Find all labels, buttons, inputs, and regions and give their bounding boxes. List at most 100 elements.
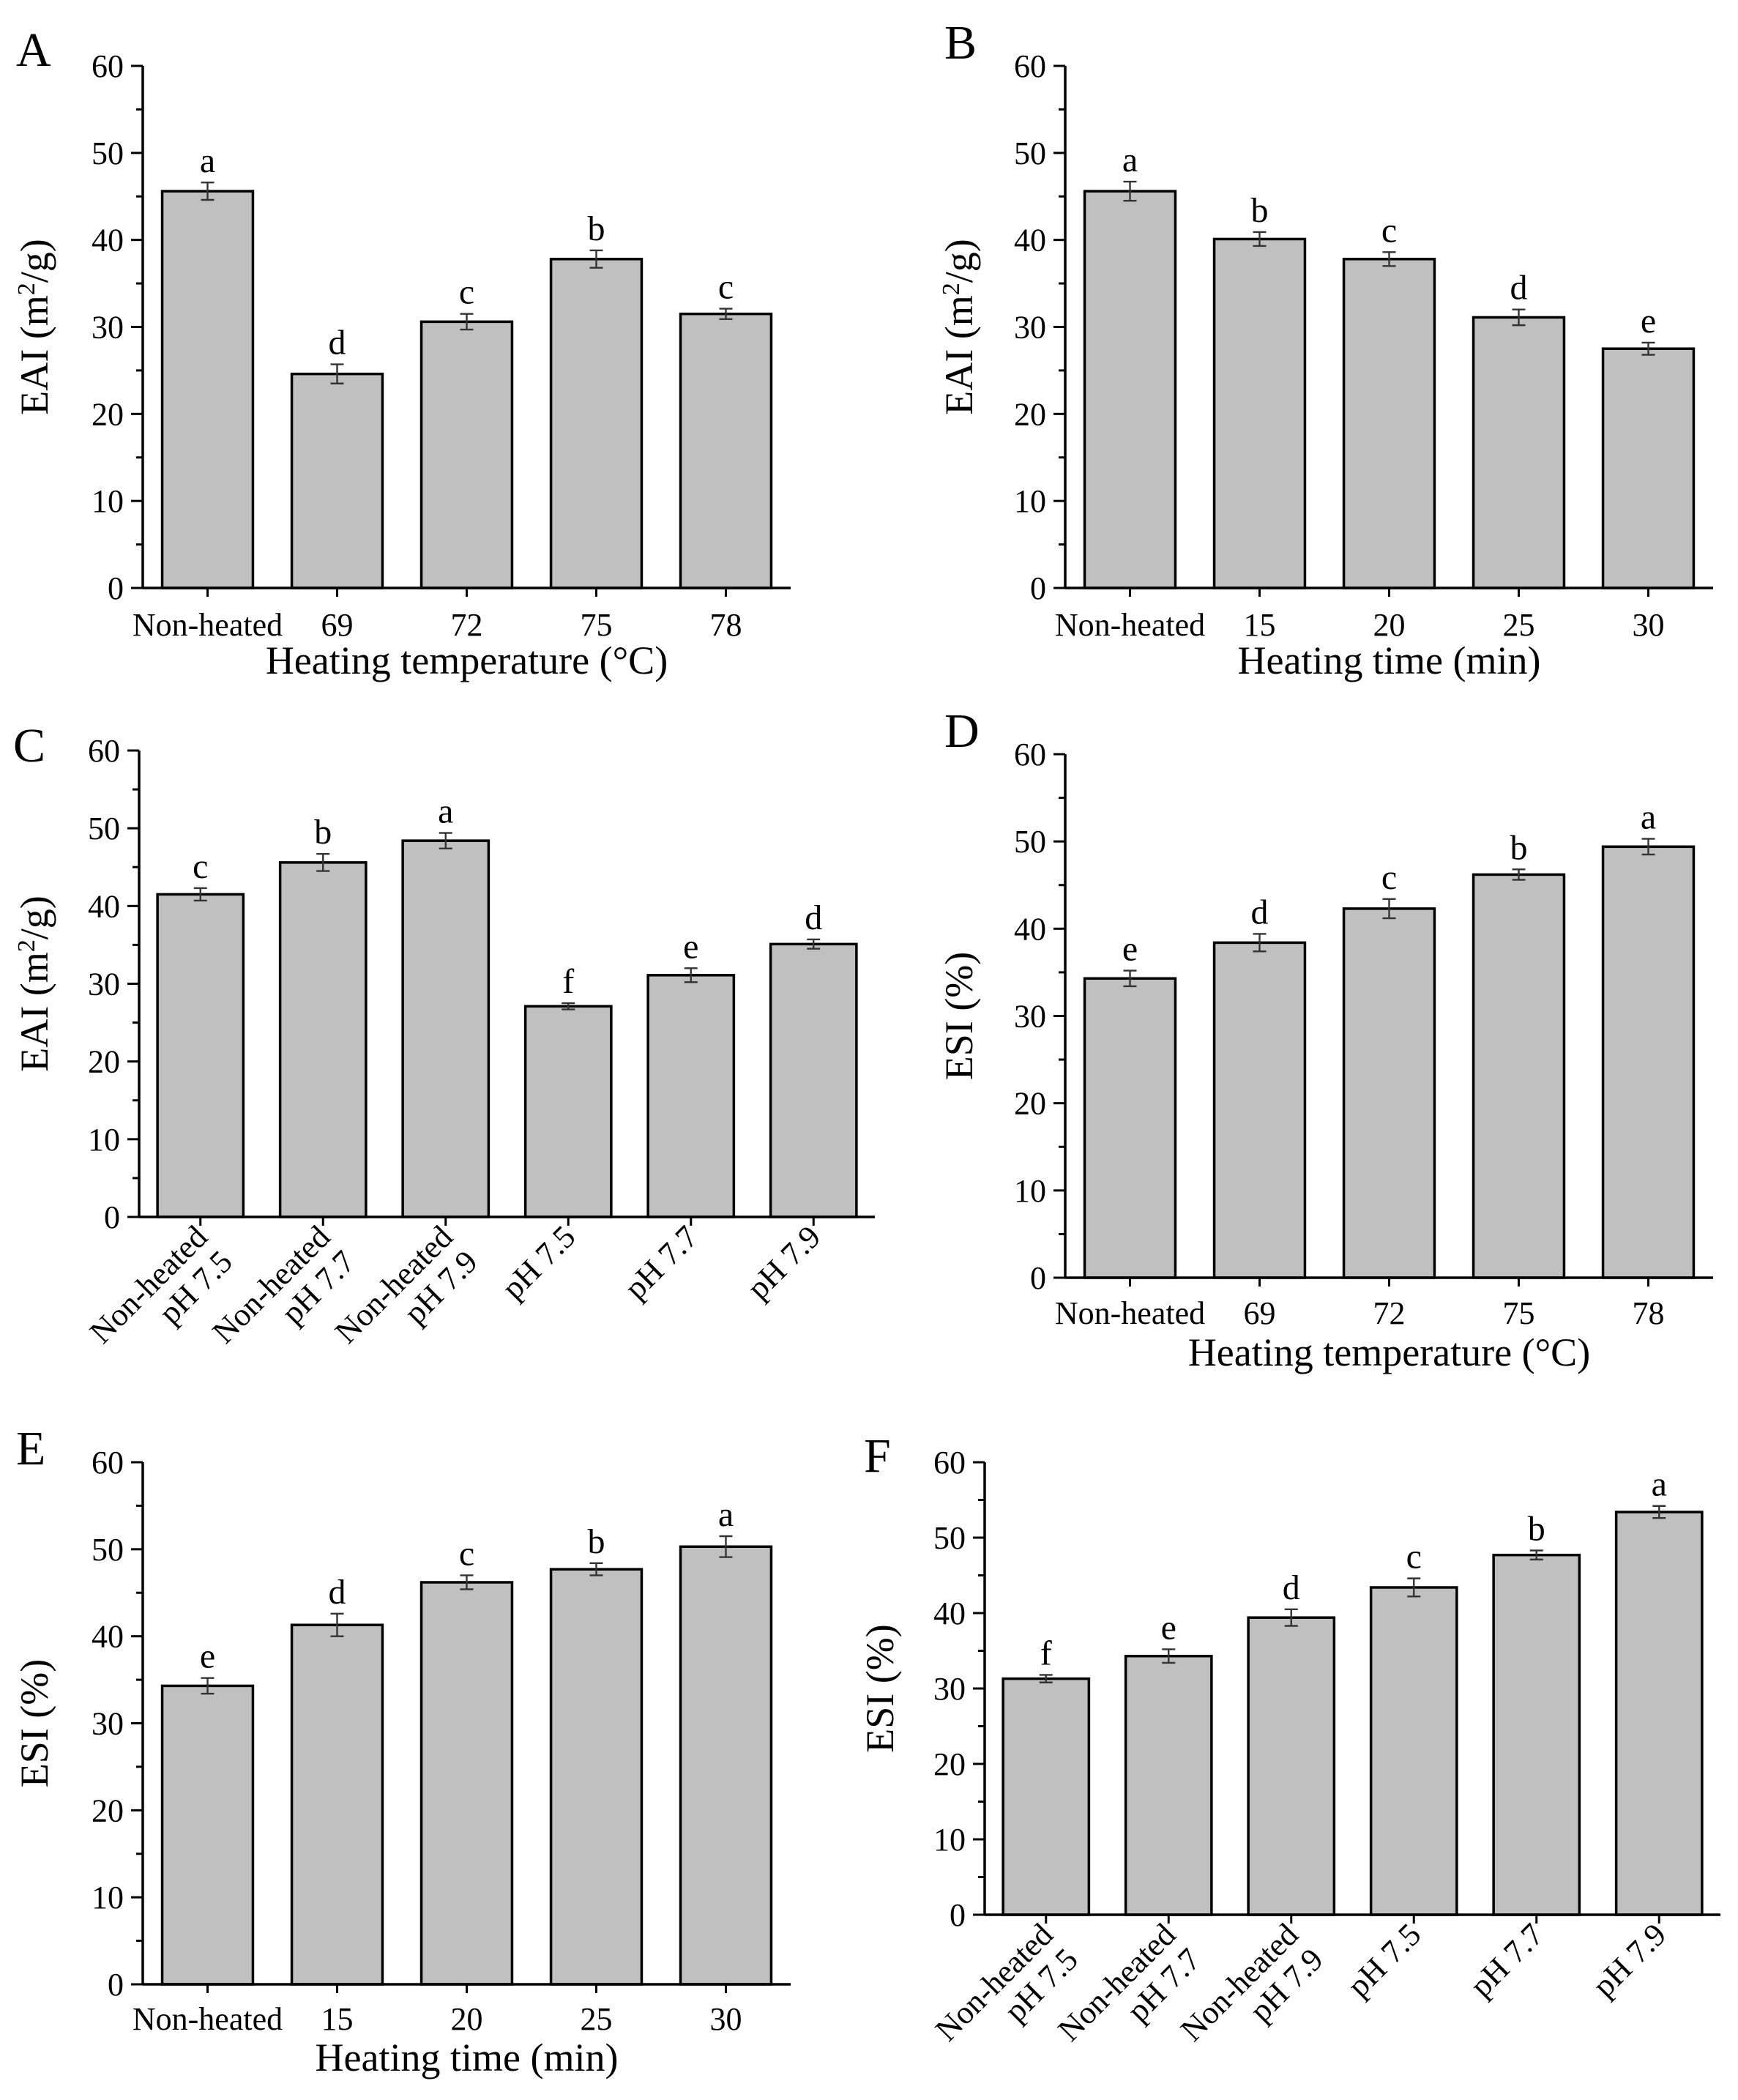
y-tick-label: 20 <box>92 1792 124 1828</box>
significance-label: c <box>1381 211 1397 250</box>
y-tick-label: 40 <box>933 1596 966 1631</box>
bar <box>1083 190 1177 589</box>
bar <box>769 942 858 1218</box>
x-tick-label: Non-heated <box>133 2001 283 2037</box>
x-tick-label: 20 <box>1373 607 1406 643</box>
significance-label: d <box>329 324 346 362</box>
y-tick-label: 50 <box>1014 135 1046 171</box>
bar <box>290 372 384 589</box>
bar <box>1472 873 1566 1279</box>
x-tick-label: Non-heated <box>1055 607 1205 643</box>
bar <box>1083 977 1177 1279</box>
y-tick-label: 30 <box>1014 310 1046 346</box>
x-tick-label: 75 <box>1503 1295 1535 1331</box>
y-tick-label: 60 <box>88 733 120 769</box>
x-tick-label: Non-heatedpH 7.5 <box>928 1916 1085 2073</box>
panel-letter: B <box>944 16 977 70</box>
bar <box>160 1684 255 1986</box>
y-tick-label: 10 <box>92 1880 124 1915</box>
x-tick-label: 72 <box>1373 1295 1406 1331</box>
y-axis-title: ESI (%) <box>858 1624 902 1752</box>
significance-label: e <box>1641 302 1656 340</box>
significance-label: d <box>1510 269 1528 308</box>
y-tick-label: 10 <box>1014 483 1046 519</box>
bar <box>646 974 736 1218</box>
y-tick-label: 20 <box>933 1746 966 1782</box>
significance-label: b <box>1251 191 1269 230</box>
y-tick-label: 0 <box>108 570 124 606</box>
bar <box>1002 1677 1091 1916</box>
significance-label: d <box>1251 893 1269 931</box>
bar <box>1212 237 1307 589</box>
y-axis-title: ESI (%) <box>937 952 981 1080</box>
y-tick-label: 10 <box>933 1822 966 1858</box>
significance-label: a <box>718 1495 734 1534</box>
significance-label: c <box>459 1534 474 1573</box>
x-tick-label: pH 7.5 <box>1340 1916 1428 2003</box>
y-tick-label: 40 <box>92 1619 124 1655</box>
x-tick-label: Non-heatedpH 7.7 <box>1051 1916 1208 2073</box>
y-tick-label: 60 <box>92 48 124 84</box>
y-tick-label: 30 <box>92 310 124 346</box>
bar <box>419 320 514 589</box>
x-tick-label: Non-heated <box>1055 1295 1205 1331</box>
bar <box>1614 1511 1704 1916</box>
x-tick-label: Non-heatedpH 7.7 <box>206 1218 362 1375</box>
y-tick-label: 50 <box>92 1532 124 1568</box>
significance-label: b <box>588 1522 605 1561</box>
y-tick-label: 40 <box>1014 911 1046 947</box>
bar <box>1601 845 1696 1279</box>
bar <box>1369 1586 1458 1916</box>
significance-label: e <box>1122 930 1138 969</box>
y-tick-label: 10 <box>1014 1173 1046 1209</box>
x-axis-title: Heating time (min) <box>316 2036 619 2079</box>
significance-label: e <box>200 1637 215 1676</box>
y-tick-label: 20 <box>1014 1086 1046 1122</box>
significance-label: b <box>1510 828 1528 867</box>
chart-panel-e: Ee d c b a 0 10 20 30 40 50 60 Non-heated 15 20 25 30 ESI… <box>12 1422 791 2079</box>
y-tick-label: 20 <box>1014 396 1046 432</box>
y-tick-label: 30 <box>88 967 120 1002</box>
x-tick-label: 25 <box>581 2001 613 2037</box>
significance-label: c <box>718 268 734 307</box>
panel-letter: A <box>16 23 51 77</box>
significance-label: c <box>193 847 208 886</box>
bar <box>549 1568 644 1986</box>
significance-label: c <box>1381 858 1397 897</box>
x-tick-label: pH 7.9 <box>1586 1916 1673 2003</box>
significance-label: d <box>805 898 822 937</box>
x-tick-label: 15 <box>1244 607 1276 643</box>
x-tick-label: Non-heatedpH 7.9 <box>328 1218 485 1375</box>
x-tick-label: 75 <box>581 607 613 643</box>
bar <box>1124 1654 1213 1916</box>
bar <box>549 258 644 589</box>
bar <box>679 312 773 589</box>
bar <box>1601 347 1696 589</box>
y-tick-label: 20 <box>88 1044 120 1080</box>
y-tick-label: 60 <box>92 1445 124 1481</box>
x-tick-label: pH 7.9 <box>740 1218 827 1306</box>
significance-label: c <box>459 273 474 312</box>
panel-letter: D <box>944 704 980 758</box>
x-tick-label: 30 <box>1633 607 1665 643</box>
significance-label: c <box>1406 1538 1422 1576</box>
y-tick-label: 0 <box>1030 570 1046 606</box>
bar <box>1247 1616 1336 1916</box>
y-tick-label: 40 <box>1014 223 1046 258</box>
y-tick-label: 40 <box>88 888 120 924</box>
x-tick-label: 15 <box>321 2001 354 2037</box>
y-tick-label: 0 <box>950 1897 966 1933</box>
x-tick-label: pH 7.5 <box>495 1218 582 1306</box>
y-tick-label: 50 <box>933 1520 966 1556</box>
significance-label: b <box>314 813 332 852</box>
panel-letter: C <box>13 719 45 772</box>
y-tick-label: 0 <box>1030 1260 1046 1296</box>
y-tick-label: 50 <box>1014 824 1046 860</box>
bar <box>1212 941 1307 1279</box>
bar <box>278 861 368 1218</box>
chart-panel-b: Ba b c d e 0 10 20 30 40 50 60 Non-heated 15 20 25 30 EAI… <box>937 16 1713 682</box>
significance-label: e <box>1161 1608 1176 1647</box>
significance-label: a <box>1641 798 1656 837</box>
x-tick-label: 69 <box>1244 1295 1276 1331</box>
